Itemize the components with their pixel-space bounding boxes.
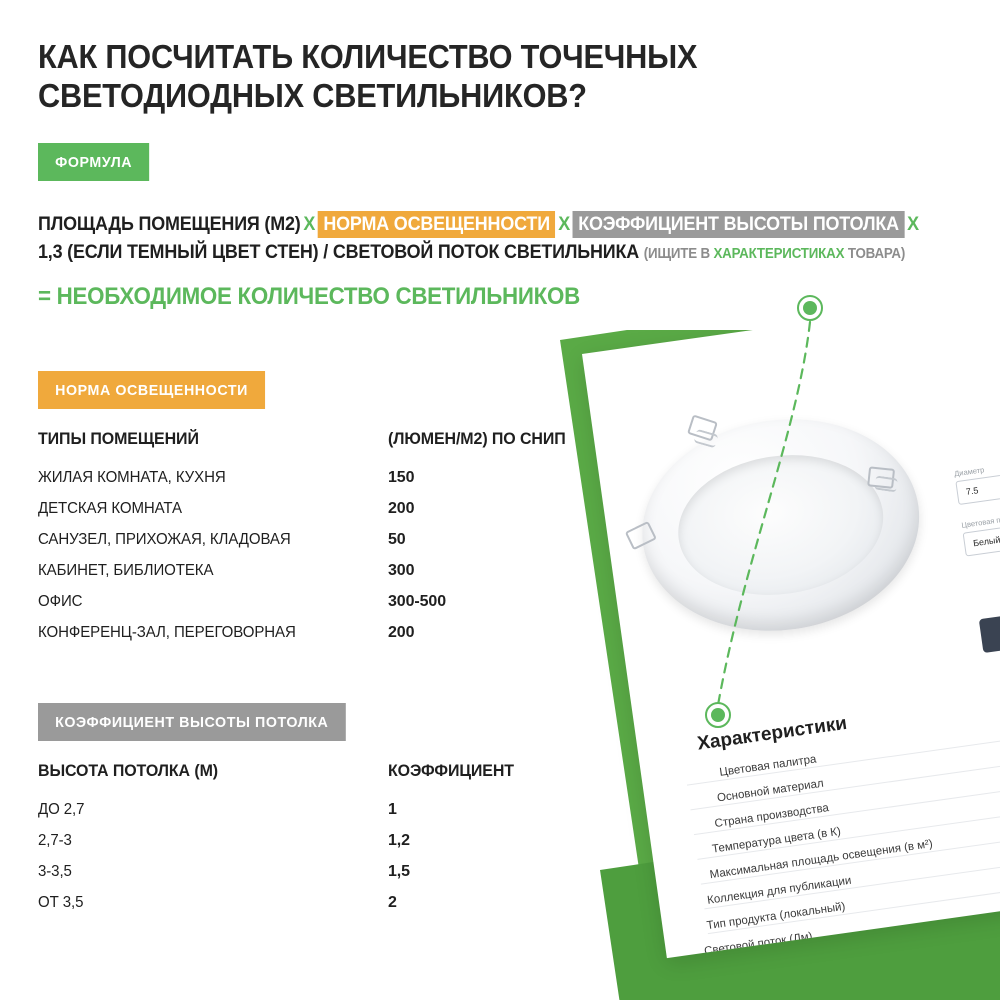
table-row: ЖИЛАЯ КОМНАТА, КУХНЯ 150	[38, 469, 598, 500]
table-ceiling-height-coefficients: ВЫСОТА ПОТОЛКА (М) КОЭФФИЦИЕНТ ДО 2,7 1 …	[38, 761, 598, 925]
cell-room-type: ДЕТСКАЯ КОМНАТА	[38, 499, 182, 517]
cell-ceiling-height: 3-3,5	[38, 862, 72, 880]
formula-part-area: ПЛОЩАДЬ ПОМЕЩЕНИЯ (М2)	[38, 213, 301, 236]
badge-formula: ФОРМУЛА	[38, 143, 150, 182]
badge-koeffitsient-vysoty: КОЭФФИЦИЕНТ ВЫСОТЫ ПОТОЛКА	[38, 702, 346, 741]
formula-note-after: ТОВАРА)	[844, 245, 906, 262]
cell-lumens: 200	[388, 499, 415, 517]
table-row: 3-3,5 1,5	[38, 863, 598, 894]
cell-room-type: ЖИЛАЯ КОМНАТА, КУХНЯ	[38, 468, 226, 486]
formula-operator: X	[558, 213, 570, 236]
table-row: ДО 2,7 1	[38, 801, 598, 832]
column-header-ceiling-height: ВЫСОТА ПОТОЛКА (М)	[38, 760, 219, 780]
cell-lumens: 200	[388, 623, 415, 641]
main-content: КАК ПОСЧИТАТЬ КОЛИЧЕСТВО ТОЧЕЧНЫХ СВЕТОД…	[38, 0, 998, 1000]
cell-ceiling-height: ОТ 3,5	[38, 893, 84, 911]
cell-lumens: 50	[388, 530, 406, 548]
cell-lumens: 150	[388, 468, 415, 486]
formula-note-before: (ИЩИТЕ В	[643, 245, 714, 262]
formula-result: = НЕОБХОДИМОЕ КОЛИЧЕСТВО СВЕТИЛЬНИКОВ	[38, 282, 580, 310]
table-illuminance-norms: ТИПЫ ПОМЕЩЕНИЙ (ЛЮМЕН/М2) ПО СНиП ЖИЛАЯ …	[38, 429, 598, 655]
table-row: ДЕТСКАЯ КОМНАТА 200	[38, 500, 598, 531]
page-title-line2: СВЕТОДИОДНЫХ СВЕТИЛЬНИКОВ?	[38, 76, 587, 114]
cell-room-type: КАБИНЕТ, БИБЛИОТЕКА	[38, 561, 214, 579]
formula-part-dark: 1,3 (ЕСЛИ ТЕМНЫЙ ЦВЕТ СТЕН) / СВЕТОВОЙ П…	[38, 240, 639, 263]
table-row: ОТ 3,5 2	[38, 894, 598, 925]
cell-ceiling-height: 2,7-3	[38, 831, 72, 849]
cell-coefficient: 1	[388, 800, 397, 818]
table-header-row: ВЫСОТА ПОТОЛКА (М) КОЭФФИЦИЕНТ	[38, 761, 598, 801]
column-header-coefficient: КОЭФФИЦИЕНТ	[388, 760, 514, 780]
table-row: ОФИС 300-500	[38, 593, 598, 624]
table-row: КОНФЕРЕНЦ-ЗАЛ, ПЕРЕГОВОРНАЯ 200	[38, 624, 598, 655]
formula-part-koeff: КОЭФФИЦИЕНТ ВЫСОТЫ ПОТОЛКА	[572, 211, 905, 239]
formula-operator: X	[907, 213, 919, 236]
cell-coefficient: 1,2	[388, 831, 410, 849]
cell-lumens: 300	[388, 561, 415, 579]
formula-part-norma: НОРМА ОСВЕЩЕННОСТИ	[317, 211, 556, 239]
table-header-row: ТИПЫ ПОМЕЩЕНИЙ (ЛЮМЕН/М2) ПО СНиП	[38, 429, 598, 469]
cell-coefficient: 1,5	[388, 862, 410, 880]
formula-note-green: ХАРАКТЕРИСТИКАХ	[713, 245, 845, 262]
table-row: 2,7-3 1,2	[38, 832, 598, 863]
formula-note: (ИЩИТЕ В ХАРАКТЕРИСТИКАХ ТОВАРА)	[643, 245, 906, 262]
column-header-lumens: (ЛЮМЕН/М2) ПО СНиП	[388, 428, 566, 448]
cell-room-type: КОНФЕРЕНЦ-ЗАЛ, ПЕРЕГОВОРНАЯ	[38, 623, 296, 641]
cell-coefficient: 2	[388, 893, 397, 911]
cell-lumens: 300-500	[388, 592, 447, 610]
cell-room-type: ОФИС	[38, 592, 83, 610]
page-title-line1: КАК ПОСЧИТАТЬ КОЛИЧЕСТВО ТОЧЕЧНЫХ	[38, 38, 698, 75]
cell-ceiling-height: ДО 2,7	[38, 800, 85, 818]
badge-norma-osveshchennosti: НОРМА ОСВЕЩЕННОСТИ	[38, 370, 266, 409]
table-row: КАБИНЕТ, БИБЛИОТЕКА 300	[38, 562, 598, 593]
cell-room-type: САНУЗЕЛ, ПРИХОЖАЯ, КЛАДОВАЯ	[38, 530, 291, 548]
formula-line-1: ПЛОЩАДЬ ПОМЕЩЕНИЯ (М2) X НОРМА ОСВЕЩЕННОСТ…	[38, 211, 919, 239]
column-header-room-type: ТИПЫ ПОМЕЩЕНИЙ	[38, 428, 199, 448]
formula-line-2: 1,3 (ЕСЛИ ТЕМНЫЙ ЦВЕТ СТЕН) / СВЕТОВОЙ П…	[38, 239, 906, 267]
formula-block: ПЛОЩАДЬ ПОМЕЩЕНИЯ (М2) X НОРМА ОСВЕЩЕННОСТ…	[38, 211, 978, 310]
page-title: КАК ПОСЧИТАТЬ КОЛИЧЕСТВО ТОЧЕЧНЫХ СВЕТОД…	[38, 38, 856, 115]
formula-operator: X	[303, 213, 316, 236]
table-row: САНУЗЕЛ, ПРИХОЖАЯ, КЛАДОВАЯ 50	[38, 531, 598, 562]
